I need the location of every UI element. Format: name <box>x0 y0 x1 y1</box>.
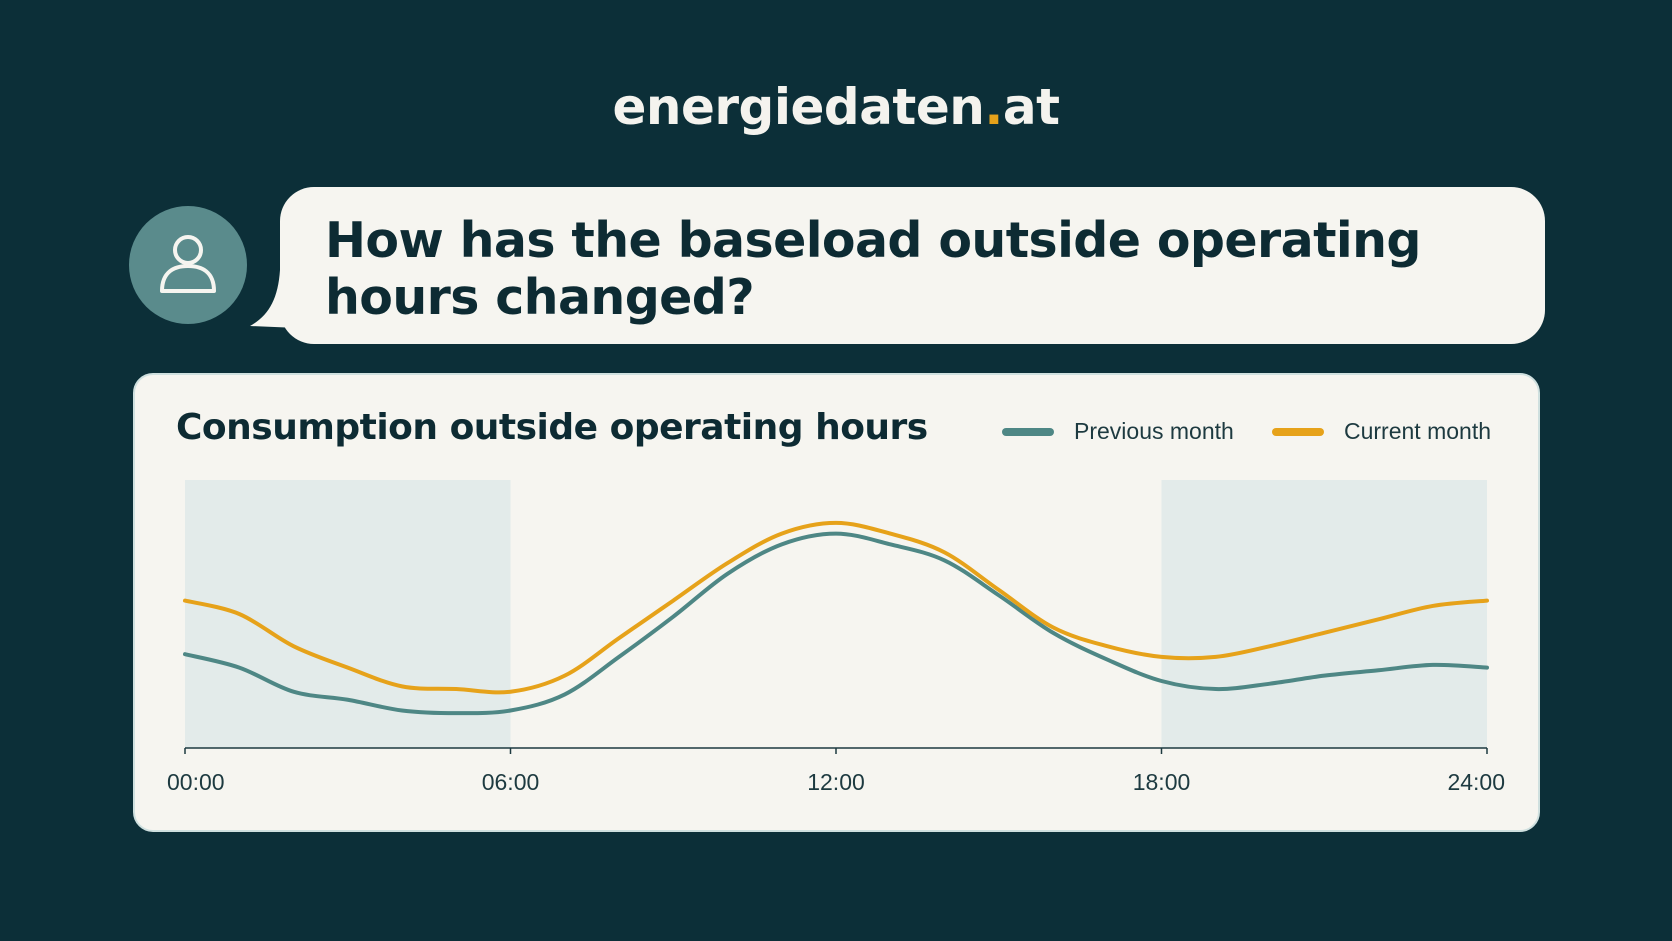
user-icon <box>160 235 216 293</box>
series-line-1 <box>183 520 1489 695</box>
x-tick-label: 18:00 <box>1133 769 1191 795</box>
chat-bubble <box>280 187 1545 344</box>
brand-name: energiedaten <box>612 78 985 136</box>
legend-swatch-previous <box>1002 427 1054 436</box>
x-tick-label: 00:00 <box>167 769 225 795</box>
brand-logo: energiedaten.at <box>0 78 1672 136</box>
chat-question: How has the baseload outside operating h… <box>325 212 1421 326</box>
brand-dot: . <box>984 78 1003 136</box>
avatar <box>129 206 247 324</box>
legend-item-previous: Previous month <box>1002 418 1234 445</box>
x-tick-label: 24:00 <box>1447 769 1505 795</box>
chart-title: Consumption outside operating hours <box>176 407 928 448</box>
brand-tld: at <box>1002 78 1060 136</box>
legend-swatch-current <box>1272 427 1324 436</box>
x-tick-label: 06:00 <box>482 769 540 795</box>
series-line-0 <box>183 531 1489 716</box>
legend-label-current: Current month <box>1344 418 1492 444</box>
legend-item-current: Current month <box>1272 418 1491 445</box>
x-tick-label: 12:00 <box>807 769 865 795</box>
shaded-region-1 <box>1161 480 1487 748</box>
legend-label-previous: Previous month <box>1074 418 1234 444</box>
